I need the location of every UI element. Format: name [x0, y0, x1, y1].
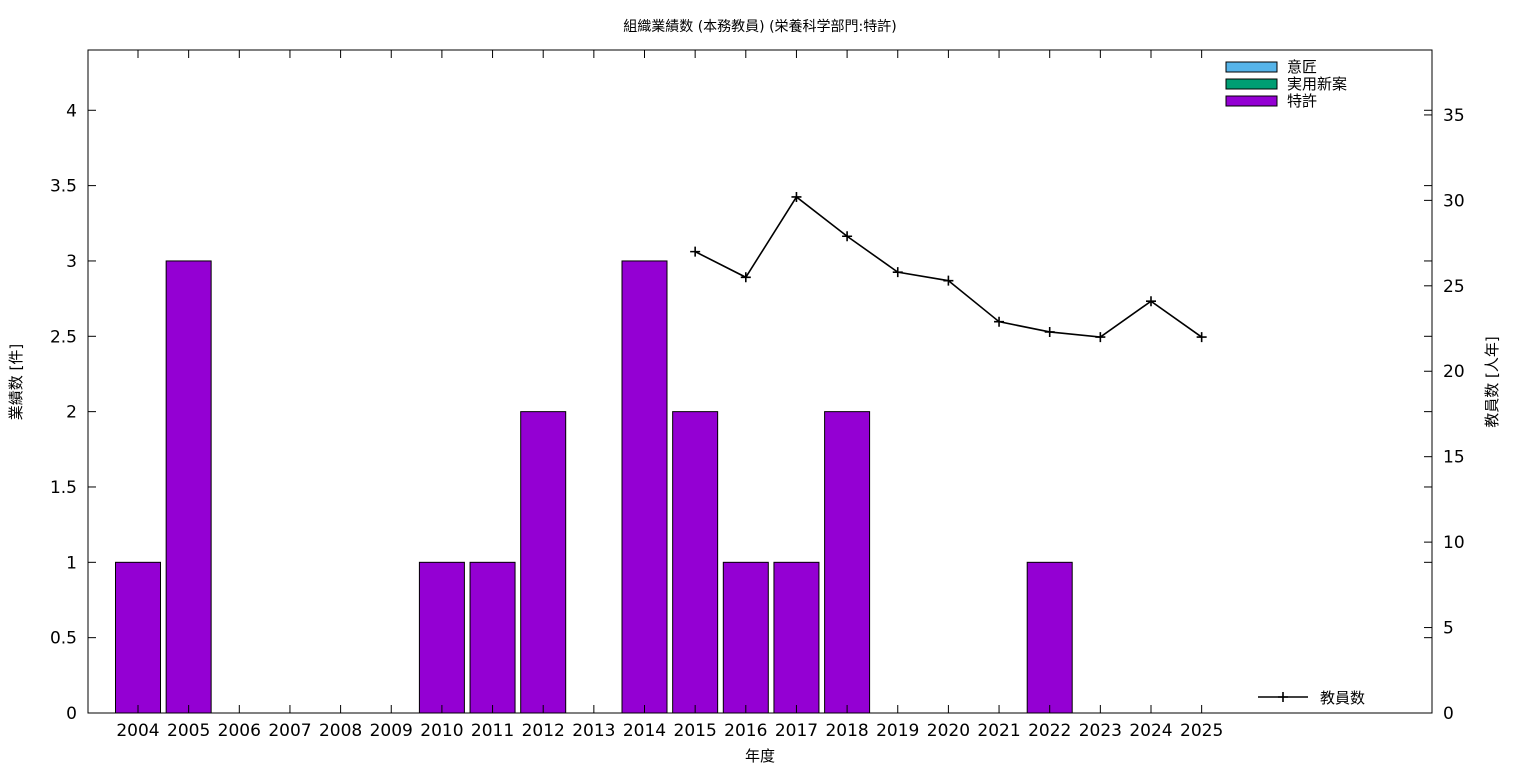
staff-point-2015 — [690, 246, 701, 257]
x-tick-label: 2021 — [977, 721, 1020, 741]
y2-tick-label: 10 — [1443, 533, 1465, 553]
x-tick-label: 2011 — [471, 721, 514, 741]
plot-frame — [87, 49, 1433, 714]
staff-point-2021 — [994, 316, 1005, 327]
staff-point-2017 — [791, 191, 802, 202]
x-tick-label: 2024 — [1129, 721, 1172, 741]
bar-2010-s2 — [418, 561, 465, 714]
y-tick-label: 0 — [66, 704, 77, 724]
staff-point-2023 — [1095, 332, 1106, 343]
x-axis-label: 年度 — [745, 747, 775, 765]
x-tick-label: 2025 — [1180, 721, 1223, 741]
x-tick-label: 2019 — [876, 721, 919, 741]
y2-tick-label: 25 — [1443, 277, 1465, 297]
x-tick-label: 2020 — [927, 721, 970, 741]
x-tick-label: 2015 — [674, 721, 717, 741]
bar-2011-s2 — [469, 561, 516, 714]
legend-swatch-1 — [1225, 78, 1278, 90]
y-axis-label: 業績数 [件] — [7, 344, 25, 420]
y-tick-label: 2 — [66, 403, 77, 423]
y-tick-label: 0.5 — [50, 629, 77, 649]
bars — [115, 260, 1073, 714]
staff-line-layer — [690, 191, 1207, 343]
line-legend: 教員数 — [1258, 689, 1365, 707]
legend-label-2: 特許 — [1287, 92, 1317, 110]
y2-tick-label: 15 — [1443, 448, 1465, 468]
x-tick-label: 2008 — [319, 721, 362, 741]
bar-2005-s2 — [165, 260, 212, 714]
bar-2014-s2 — [621, 260, 668, 714]
bar-2022-s2 — [1026, 561, 1073, 714]
x-tick-label: 2018 — [825, 721, 868, 741]
x-tick-label: 2012 — [522, 721, 565, 741]
y-tick-label: 3 — [66, 252, 77, 272]
staff-point-2020 — [943, 275, 954, 286]
legend-swatch-2 — [1225, 95, 1278, 107]
y2-tick-label: 35 — [1443, 106, 1465, 126]
bar-2016-s2 — [722, 561, 769, 714]
staff-line — [694, 195, 1203, 338]
legend-label-1: 実用新案 — [1287, 75, 1347, 93]
legend-swatch-0 — [1225, 61, 1278, 73]
x-tick-label: 2017 — [775, 721, 818, 741]
bar-2012-s2 — [520, 411, 567, 714]
staff-point-2024 — [1146, 296, 1156, 307]
x-tick-label: 2013 — [572, 721, 615, 741]
staff-point-2019 — [892, 267, 903, 278]
staff-point-2022 — [1044, 326, 1055, 337]
staff-point-2025 — [1196, 332, 1207, 343]
y-tick-label: 4 — [66, 101, 77, 121]
line-legend-marker — [1278, 692, 1288, 702]
y-tick-label: 1 — [66, 553, 77, 573]
staff-point-2016 — [740, 272, 751, 283]
y-tick-label: 2.5 — [50, 327, 77, 347]
y2-tick-label: 0 — [1443, 704, 1454, 724]
x-tick-label: 2004 — [116, 721, 159, 741]
line-legend-label: 教員数 — [1320, 689, 1365, 707]
bar-2004-s2 — [115, 561, 161, 714]
y2-tick-label: 20 — [1443, 362, 1465, 382]
x-tick-label: 2022 — [1028, 721, 1071, 741]
x-tick-label: 2016 — [724, 721, 767, 741]
y2-axis-label: 教員数 [人年] — [1483, 336, 1501, 427]
x-tick-label: 2007 — [268, 721, 311, 741]
y2-axis-ticks: 0 5 10 15 20 25 30 35 — [1424, 106, 1465, 724]
bar-2018-s2 — [824, 411, 871, 714]
bar-2015-s2 — [672, 411, 719, 714]
y-axis-ticks: 0 0.5 1 1.5 2 2.5 3 3.5 4 — [50, 101, 1432, 724]
x-tick-label: 2009 — [370, 721, 413, 741]
staff-point-2018 — [842, 231, 853, 242]
x-tick-label: 2023 — [1079, 721, 1122, 741]
chart-title: 組織業績数 (本務教員) (栄養科学部門:特許) — [623, 18, 896, 35]
legend-label-0: 意匠 — [1287, 58, 1317, 76]
x-tick-label: 2005 — [167, 721, 210, 741]
y-tick-label: 3.5 — [50, 177, 77, 197]
y-tick-label: 1.5 — [50, 478, 77, 498]
x-tick-label: 2006 — [218, 721, 261, 741]
x-axis-ticks: 2004 2005 2006 2007 2008 2009 2010 2011 2012 2013… — [116, 50, 1223, 741]
bar-2017-s2 — [773, 561, 820, 714]
x-tick-label: 2010 — [420, 721, 463, 741]
y2-tick-label: 30 — [1443, 191, 1465, 211]
y2-tick-label: 5 — [1443, 619, 1454, 639]
x-tick-label: 2014 — [623, 721, 666, 741]
